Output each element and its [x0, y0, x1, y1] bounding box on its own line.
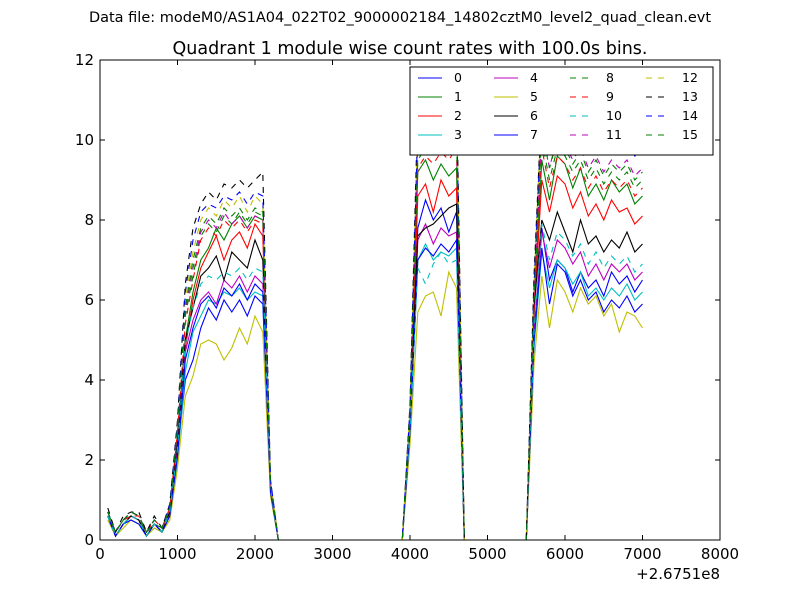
legend-label-11: 11	[606, 127, 622, 142]
legend-label-10: 10	[606, 108, 622, 123]
series-line-8	[107, 138, 643, 541]
legend-label-6: 6	[530, 108, 538, 123]
plot-area-frame	[99, 59, 721, 541]
figure-suptitle: Data file: modeM0/AS1A04_022T02_90000021…	[88, 10, 712, 26]
legend-label-14: 14	[682, 108, 698, 123]
legend-label-8: 8	[606, 70, 614, 85]
y-tick-label: 8	[84, 211, 94, 229]
legend-label-3: 3	[454, 127, 462, 142]
legend-label-1: 1	[454, 89, 462, 104]
legend-label-4: 4	[530, 70, 538, 85]
legend-label-12: 12	[682, 70, 698, 85]
x-tick-label: 6000	[546, 545, 584, 563]
legend-label-13: 13	[682, 89, 698, 104]
x-tick-label: 7000	[623, 545, 661, 563]
x-tick-label: 0	[95, 545, 105, 563]
y-tick-label: 12	[75, 51, 94, 69]
legend-label-0: 0	[454, 70, 462, 85]
y-tick-label: 4	[84, 371, 94, 389]
x-tick-label: 2000	[236, 545, 274, 563]
y-tick-label: 0	[84, 531, 94, 549]
y-tick-label: 10	[75, 131, 94, 149]
legend-label-7: 7	[530, 127, 538, 142]
legend-box	[409, 66, 714, 156]
legend-label-2: 2	[454, 108, 462, 123]
legend-label-5: 5	[530, 89, 538, 104]
legend-label-9: 9	[606, 89, 614, 104]
x-tick-label: 1000	[158, 545, 196, 563]
x-tick-label: 4000	[391, 545, 429, 563]
x-axis-offset-label: +2.6751e8	[636, 565, 720, 583]
x-tick-label: 5000	[468, 545, 506, 563]
x-tick-label: 3000	[313, 545, 351, 563]
y-tick-label: 2	[84, 451, 94, 469]
y-tick-label: 6	[84, 291, 94, 309]
legend-label-15: 15	[682, 127, 698, 142]
chart-title: Quadrant 1 module wise count rates with …	[173, 39, 648, 59]
ticks-layer: 0 1000 2000 3000 4000 5000 6000 7000 80000246810…	[75, 51, 739, 563]
x-tick-label: 8000	[701, 545, 739, 563]
